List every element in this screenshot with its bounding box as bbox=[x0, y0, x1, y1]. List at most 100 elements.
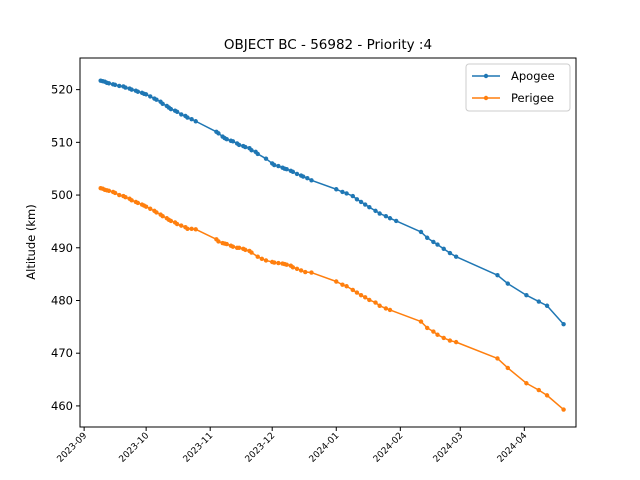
data-point-apogee bbox=[505, 281, 510, 286]
data-point-apogee bbox=[276, 163, 281, 169]
data-point-perigee bbox=[453, 339, 459, 345]
data-point-apogee bbox=[354, 197, 360, 202]
data-point-apogee bbox=[373, 208, 378, 214]
data-point-apogee bbox=[383, 213, 389, 219]
data-point-apogee bbox=[453, 254, 459, 259]
data-point-perigee bbox=[112, 190, 118, 196]
data-point-apogee bbox=[561, 322, 566, 327]
data-point-apogee bbox=[394, 218, 399, 224]
data-point-apogee bbox=[148, 94, 153, 99]
data-point-perigee bbox=[425, 325, 430, 331]
data-point-apogee bbox=[363, 202, 368, 207]
data-point-perigee bbox=[106, 188, 112, 194]
data-point-apogee bbox=[185, 115, 190, 120]
data-point-perigee bbox=[129, 198, 134, 203]
data-point-apogee bbox=[367, 204, 372, 210]
data-point-apogee bbox=[524, 293, 529, 298]
data-point-perigee bbox=[284, 262, 289, 267]
data-point-apogee bbox=[425, 235, 430, 240]
data-point-apogee bbox=[290, 169, 296, 175]
data-point-apogee bbox=[112, 82, 118, 88]
data-point-perigee bbox=[160, 213, 165, 219]
data-point-perigee bbox=[544, 393, 550, 398]
plot-area bbox=[98, 78, 566, 412]
data-point-apogee bbox=[189, 116, 194, 122]
y-tick-label: 460 bbox=[51, 399, 73, 413]
data-point-perigee bbox=[135, 200, 141, 206]
data-point-perigee bbox=[168, 218, 174, 224]
data-point-apogee bbox=[350, 193, 355, 199]
data-point-apogee bbox=[305, 175, 310, 181]
data-point-perigee bbox=[363, 295, 368, 300]
data-point-perigee bbox=[536, 387, 541, 393]
data-point-apogee bbox=[431, 239, 436, 245]
series-apogee bbox=[98, 78, 566, 327]
data-point-perigee bbox=[358, 293, 364, 298]
data-point-perigee bbox=[447, 338, 453, 343]
data-point-apogee bbox=[377, 211, 382, 216]
y-tick-label: 480 bbox=[51, 293, 73, 307]
data-point-perigee bbox=[354, 290, 360, 295]
data-point-apogee bbox=[143, 92, 149, 97]
y-tick-label: 500 bbox=[51, 188, 73, 202]
data-point-apogee bbox=[117, 83, 122, 89]
data-point-apogee bbox=[193, 119, 198, 124]
chart-title: OBJECT BC - 56982 - Priority :4 bbox=[224, 37, 432, 53]
data-point-perigee bbox=[505, 365, 510, 371]
axes-frame bbox=[79, 57, 577, 428]
data-point-perigee bbox=[495, 356, 500, 361]
data-point-perigee bbox=[387, 307, 393, 313]
data-point-perigee bbox=[230, 244, 236, 249]
data-point-apogee bbox=[129, 87, 134, 92]
data-point-perigee bbox=[259, 256, 265, 262]
y-tick-label: 510 bbox=[51, 135, 73, 149]
data-point-apogee bbox=[544, 303, 550, 308]
data-point-perigee bbox=[418, 319, 424, 324]
data-point-apogee bbox=[106, 81, 112, 86]
data-point-perigee bbox=[431, 329, 436, 334]
data-point-perigee bbox=[350, 287, 355, 293]
data-point-perigee bbox=[344, 284, 349, 289]
series-perigee bbox=[98, 186, 566, 412]
data-point-perigee bbox=[373, 300, 378, 305]
data-point-perigee bbox=[255, 254, 260, 259]
y-tick-label: 520 bbox=[51, 83, 73, 97]
data-point-perigee bbox=[224, 241, 229, 247]
legend-label-perigee: Perigee bbox=[511, 91, 554, 105]
legend-marker-apogee bbox=[483, 73, 489, 79]
data-point-perigee bbox=[249, 250, 254, 255]
data-point-apogee bbox=[387, 216, 393, 221]
data-point-perigee bbox=[216, 239, 221, 244]
data-point-perigee bbox=[236, 245, 242, 250]
data-point-apogee bbox=[123, 85, 128, 90]
data-point-perigee bbox=[309, 270, 314, 275]
data-point-perigee bbox=[441, 335, 446, 341]
data-point-perigee bbox=[524, 381, 529, 386]
legend-marker-perigee bbox=[483, 95, 489, 101]
data-point-perigee bbox=[367, 297, 372, 303]
data-point-perigee bbox=[123, 194, 128, 200]
data-point-perigee bbox=[272, 260, 277, 265]
data-point-apogee bbox=[216, 131, 221, 136]
data-point-apogee bbox=[236, 142, 242, 148]
data-point-apogee bbox=[358, 199, 364, 205]
legend: Apogee Perigee bbox=[465, 63, 571, 112]
data-point-perigee bbox=[143, 204, 149, 209]
data-point-perigee bbox=[154, 210, 159, 215]
data-point-apogee bbox=[334, 187, 339, 192]
data-point-perigee bbox=[243, 247, 248, 253]
data-point-perigee bbox=[298, 268, 304, 273]
data-point-apogee bbox=[174, 109, 180, 114]
data-point-perigee bbox=[263, 258, 269, 263]
data-point-apogee bbox=[435, 242, 440, 247]
data-point-apogee bbox=[340, 189, 345, 195]
data-point-apogee bbox=[154, 97, 159, 102]
data-point-perigee bbox=[435, 332, 440, 337]
data-point-perigee bbox=[334, 279, 339, 284]
data-point-perigee bbox=[290, 265, 296, 270]
data-point-apogee bbox=[168, 106, 174, 112]
data-point-perigee bbox=[179, 223, 184, 228]
data-point-perigee bbox=[340, 282, 345, 287]
data-point-apogee bbox=[536, 299, 541, 304]
